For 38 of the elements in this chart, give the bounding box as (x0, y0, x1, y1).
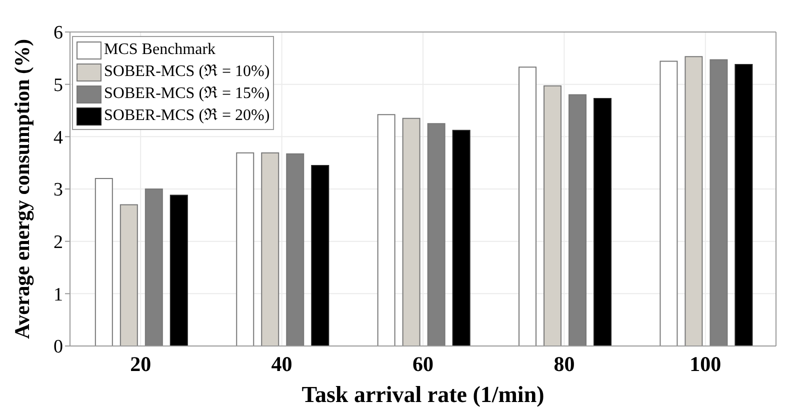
bar (452, 130, 470, 346)
bar (734, 64, 753, 346)
bar (94, 178, 113, 346)
bar (286, 153, 304, 346)
bar (684, 56, 703, 346)
bar (594, 98, 612, 346)
y-tick-label: 3 (54, 180, 63, 201)
bar (402, 118, 420, 346)
x-tick-label: 60 (412, 352, 434, 376)
bar (568, 94, 587, 346)
y-tick-label: 4 (54, 127, 64, 148)
bar (261, 152, 280, 346)
y-tick-label: 1 (54, 284, 63, 306)
bar (236, 152, 254, 346)
bar (660, 60, 678, 346)
y-tick-label: 2 (54, 232, 63, 254)
legend-label: MCS Benchmark (104, 40, 216, 60)
x-tick-label: 40 (271, 352, 292, 376)
bar (144, 188, 163, 346)
bar (427, 123, 446, 346)
x-tick-label: 100 (690, 352, 722, 376)
y-tick-label: 5 (54, 75, 63, 96)
legend-label: SOBER-MCS (ℜ = 20%) (104, 106, 270, 126)
x-tick-label: 80 (554, 352, 575, 376)
y-tick-label: 6 (54, 22, 63, 44)
bar (710, 59, 728, 346)
y-axis-title: Average energy consumption (%) (10, 39, 34, 339)
legend-label: SOBER-MCS (ℜ = 10%) (104, 62, 270, 82)
bar (120, 204, 138, 346)
x-tick-label: 20 (130, 352, 152, 376)
bar (170, 194, 188, 346)
bar (311, 164, 330, 346)
bar (518, 66, 537, 346)
bar (544, 85, 562, 346)
y-tick-label: 0 (54, 336, 63, 358)
legend-label: SOBER-MCS (ℜ = 15%) (104, 84, 270, 104)
bar (377, 114, 396, 346)
x-axis-title: Task arrival rate (1/min) (302, 382, 544, 407)
